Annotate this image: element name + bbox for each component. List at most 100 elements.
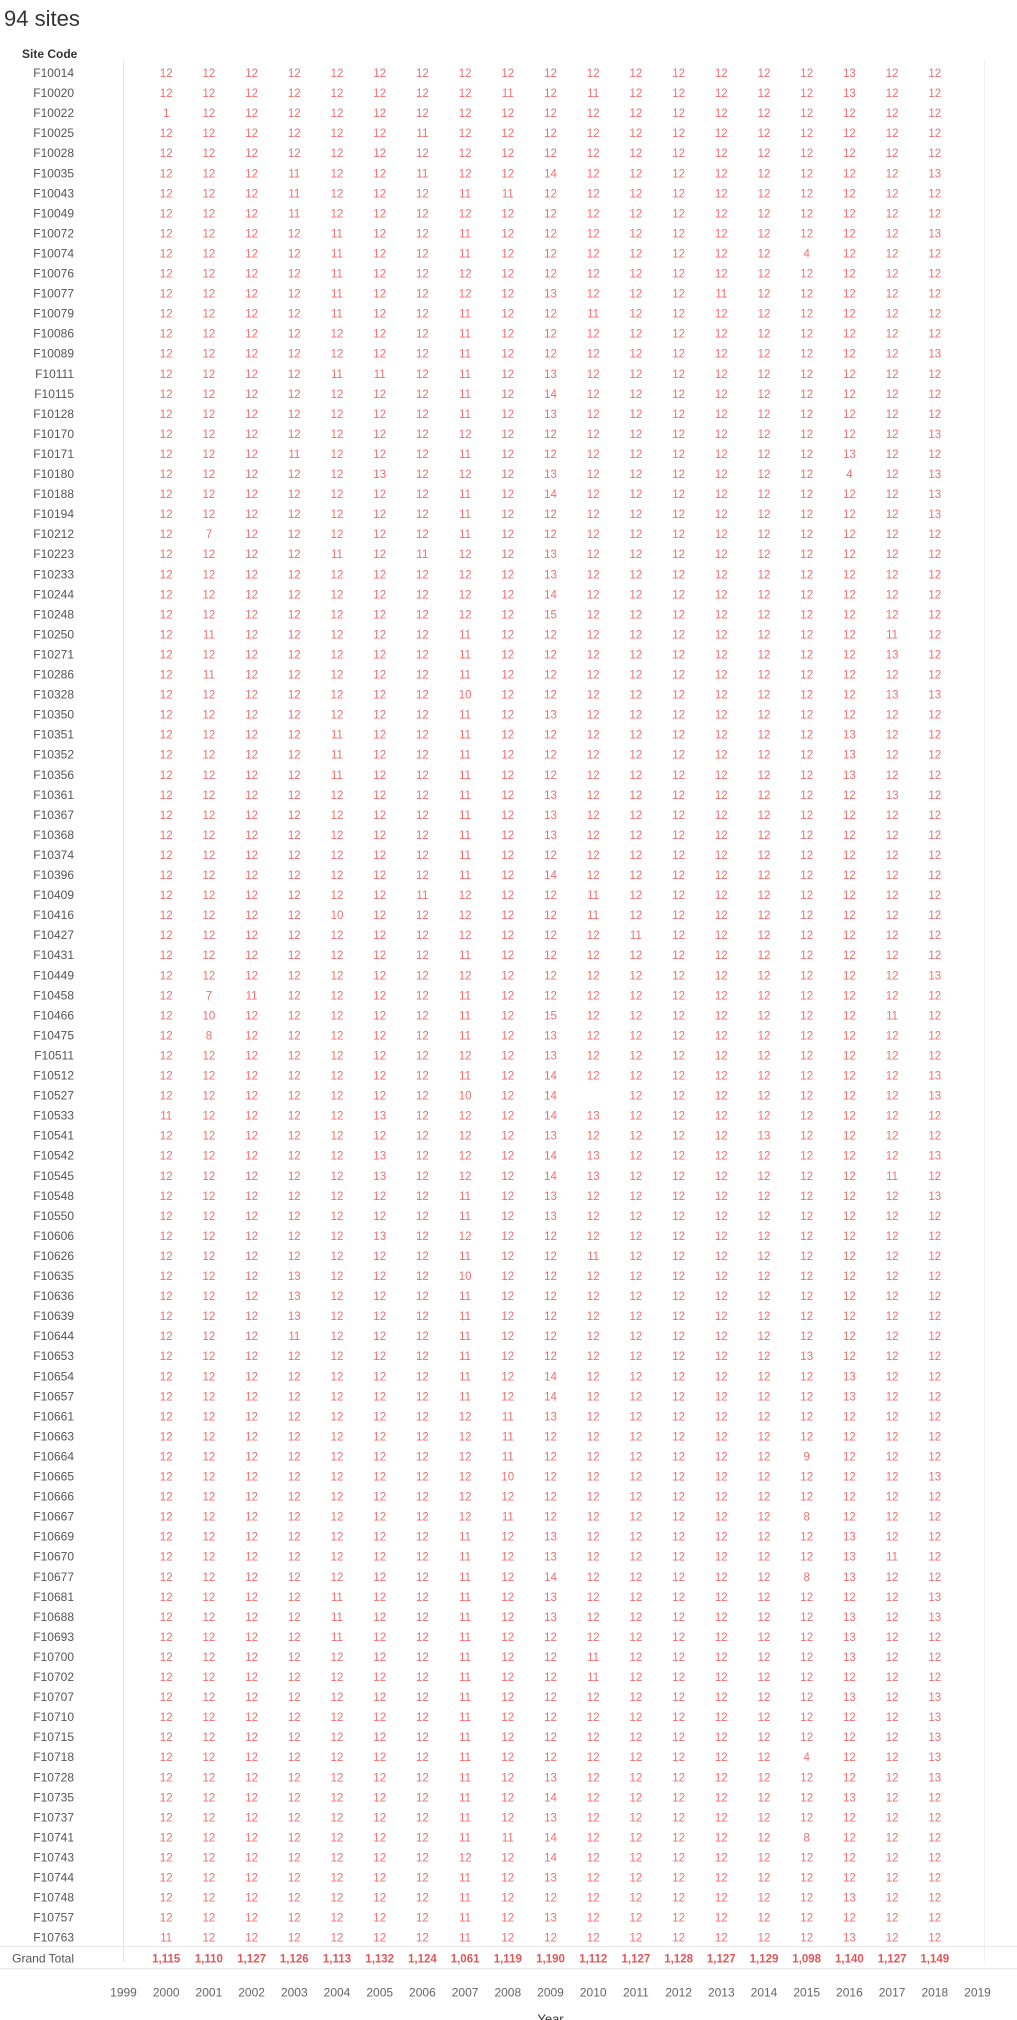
data-cell: 12 <box>630 1271 643 1283</box>
data-cell: 12 <box>928 569 941 581</box>
data-cell: 10 <box>459 690 472 702</box>
data-cell: 12 <box>630 830 643 842</box>
data-cell: 13 <box>928 228 941 240</box>
data-cell: 12 <box>843 1111 856 1123</box>
data-cell: 12 <box>630 1371 643 1383</box>
data-cell: 11 <box>331 730 343 742</box>
data-cell: 12 <box>416 1131 429 1143</box>
data-cell: 12 <box>715 429 728 441</box>
data-cell: 13 <box>928 168 941 180</box>
data-cell: 12 <box>800 1331 813 1343</box>
data-cell: 12 <box>203 1532 216 1544</box>
data-cell: 12 <box>886 589 899 601</box>
data-cell: 12 <box>715 649 728 661</box>
data-cell: 12 <box>288 1893 301 1905</box>
data-cell: 12 <box>288 1472 301 1484</box>
data-cell: 12 <box>501 1331 514 1343</box>
data-cell: 12 <box>672 1010 685 1022</box>
x-tick-label: 2009 <box>537 1986 564 2000</box>
data-cell: 12 <box>630 850 643 862</box>
data-cell: 12 <box>800 1873 813 1885</box>
data-cell: 12 <box>416 68 429 80</box>
data-cell: 12 <box>288 569 301 581</box>
data-cell: 12 <box>928 1391 941 1403</box>
data-cell: 12 <box>630 629 643 641</box>
data-cell: 12 <box>331 810 344 822</box>
data-cell: 12 <box>288 1211 301 1223</box>
data-cell: 12 <box>587 1472 600 1484</box>
data-cell: 12 <box>501 1010 514 1022</box>
data-cell: 12 <box>373 1592 386 1604</box>
row-label: F10541 <box>33 1129 74 1143</box>
data-cell: 11 <box>587 910 599 922</box>
data-cell: 12 <box>203 228 216 240</box>
data-cell: 12 <box>203 1050 216 1062</box>
data-cell: 12 <box>203 569 216 581</box>
data-cell: 12 <box>928 1131 941 1143</box>
data-cell: 12 <box>715 870 728 882</box>
data-cell: 12 <box>501 690 514 702</box>
data-cell: 12 <box>416 810 429 822</box>
data-cell: 13 <box>843 1391 856 1403</box>
data-cell: 12 <box>501 1772 514 1784</box>
data-cell: 12 <box>758 1752 771 1764</box>
data-cell: 12 <box>459 128 472 140</box>
data-cell: 12 <box>587 1071 600 1083</box>
data-cell: 12 <box>416 569 429 581</box>
data-cell: 12 <box>758 1632 771 1644</box>
data-cell: 12 <box>373 1552 386 1564</box>
data-cell: 12 <box>715 509 728 521</box>
data-cell: 13 <box>928 429 941 441</box>
data-cell: 12 <box>672 529 685 541</box>
data-cell: 12 <box>800 1391 813 1403</box>
data-cell: 11 <box>459 509 471 521</box>
data-cell: 12 <box>587 389 600 401</box>
data-cell: 12 <box>331 108 344 120</box>
data-cell: 13 <box>928 1472 941 1484</box>
data-cell: 12 <box>587 329 600 341</box>
data-cell: 12 <box>715 1792 728 1804</box>
data-cell: 12 <box>587 670 600 682</box>
grand-total-cell: 1,128 <box>664 1954 693 1966</box>
data-cell: 12 <box>800 509 813 521</box>
data-cell: 12 <box>416 449 429 461</box>
data-cell: 12 <box>715 1852 728 1864</box>
data-cell: 12 <box>288 1050 301 1062</box>
data-cell: 15 <box>544 609 557 621</box>
data-cell: 12 <box>501 429 514 441</box>
data-cell: 12 <box>288 690 301 702</box>
data-cell: 11 <box>331 248 343 260</box>
data-cell: 12 <box>331 1752 344 1764</box>
row-label: F10728 <box>33 1770 74 1784</box>
data-cell: 13 <box>843 1632 856 1644</box>
data-cell: 12 <box>416 1251 429 1263</box>
data-cell: 12 <box>843 369 856 381</box>
data-cell: 12 <box>928 1431 941 1443</box>
data-cell: 11 <box>331 1612 343 1624</box>
data-cell: 11 <box>502 88 514 100</box>
data-cell: 12 <box>886 1652 899 1664</box>
data-cell: 12 <box>758 1371 771 1383</box>
data-cell: 12 <box>843 1812 856 1824</box>
data-cell: 12 <box>373 609 386 621</box>
data-cell: 12 <box>501 1391 514 1403</box>
data-cell: 12 <box>715 489 728 501</box>
data-cell: 12 <box>886 1492 899 1504</box>
data-cell: 12 <box>416 910 429 922</box>
data-cell: 12 <box>501 369 514 381</box>
data-cell: 12 <box>288 1351 301 1363</box>
data-cell: 12 <box>373 1772 386 1784</box>
data-cell: 12 <box>203 449 216 461</box>
data-cell: 12 <box>928 750 941 762</box>
data-cell: 12 <box>800 1812 813 1824</box>
data-cell: 12 <box>373 108 386 120</box>
data-cell: 12 <box>715 228 728 240</box>
data-cell: 12 <box>630 890 643 902</box>
data-cell: 12 <box>245 1211 258 1223</box>
data-cell: 12 <box>587 1131 600 1143</box>
data-cell: 12 <box>373 670 386 682</box>
data-cell: 12 <box>544 1351 557 1363</box>
data-cell: 12 <box>630 68 643 80</box>
data-cell: 12 <box>758 68 771 80</box>
data-cell: 12 <box>245 770 258 782</box>
